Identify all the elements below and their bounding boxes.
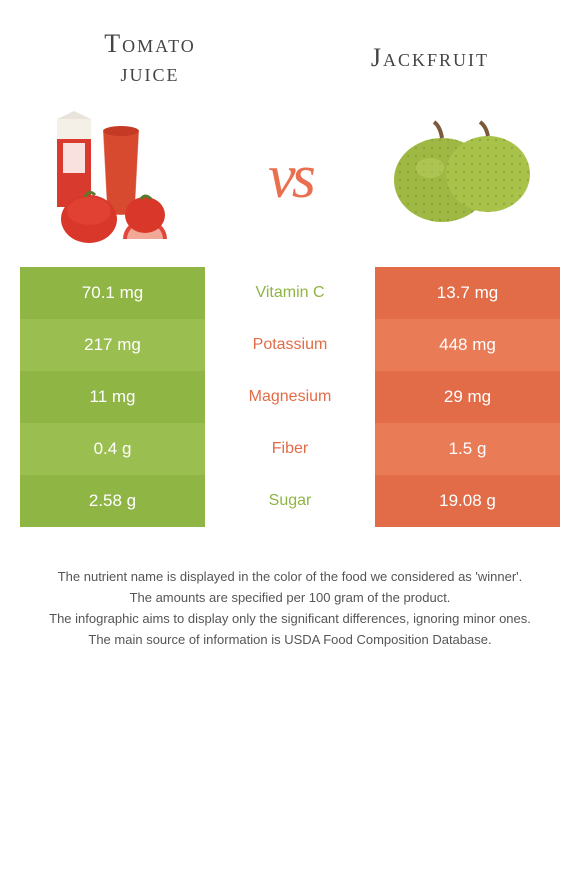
left-food-name-line1: Tomato	[104, 29, 196, 58]
nutrient-right-value: 19.08 g	[375, 475, 560, 527]
footer-line: The infographic aims to display only the…	[20, 609, 560, 630]
comparison-table: 70.1 mgVitamin C13.7 mg217 mgPotassium44…	[0, 267, 580, 527]
nutrient-left-value: 0.4 g	[20, 423, 205, 475]
images-row: vs	[0, 97, 580, 267]
nutrient-name: Potassium	[205, 319, 375, 371]
nutrient-right-value: 13.7 mg	[375, 267, 560, 319]
nutrient-left-value: 217 mg	[20, 319, 205, 371]
nutrient-name: Sugar	[205, 475, 375, 527]
footer-line: The amounts are specified per 100 gram o…	[20, 588, 560, 609]
nutrient-right-value: 448 mg	[375, 319, 560, 371]
nutrient-left-value: 2.58 g	[20, 475, 205, 527]
nutrient-name: Vitamin C	[205, 267, 375, 319]
footer-notes: The nutrient name is displayed in the co…	[0, 527, 580, 650]
nutrient-name: Magnesium	[205, 371, 375, 423]
left-food-title: Tomato juice	[50, 30, 250, 87]
nutrient-right-value: 29 mg	[375, 371, 560, 423]
nutrient-row: 0.4 gFiber1.5 g	[20, 423, 560, 475]
vs-label: vs	[268, 142, 312, 213]
nutrient-left-value: 70.1 mg	[20, 267, 205, 319]
left-food-image	[40, 107, 200, 247]
right-food-name: Jackfruit	[371, 43, 489, 72]
left-food-name-line2: juice	[121, 58, 180, 87]
right-food-title: Jackfruit	[330, 44, 530, 73]
nutrient-name: Fiber	[205, 423, 375, 475]
nutrient-row: 217 mgPotassium448 mg	[20, 319, 560, 371]
right-food-image	[380, 107, 540, 247]
footer-line: The nutrient name is displayed in the co…	[20, 567, 560, 588]
nutrient-row: 11 mgMagnesium29 mg	[20, 371, 560, 423]
nutrient-row: 70.1 mgVitamin C13.7 mg	[20, 267, 560, 319]
nutrient-right-value: 1.5 g	[375, 423, 560, 475]
footer-line: The main source of information is USDA F…	[20, 630, 560, 651]
header: Tomato juice Jackfruit	[0, 0, 580, 97]
nutrient-row: 2.58 gSugar19.08 g	[20, 475, 560, 527]
nutrient-left-value: 11 mg	[20, 371, 205, 423]
